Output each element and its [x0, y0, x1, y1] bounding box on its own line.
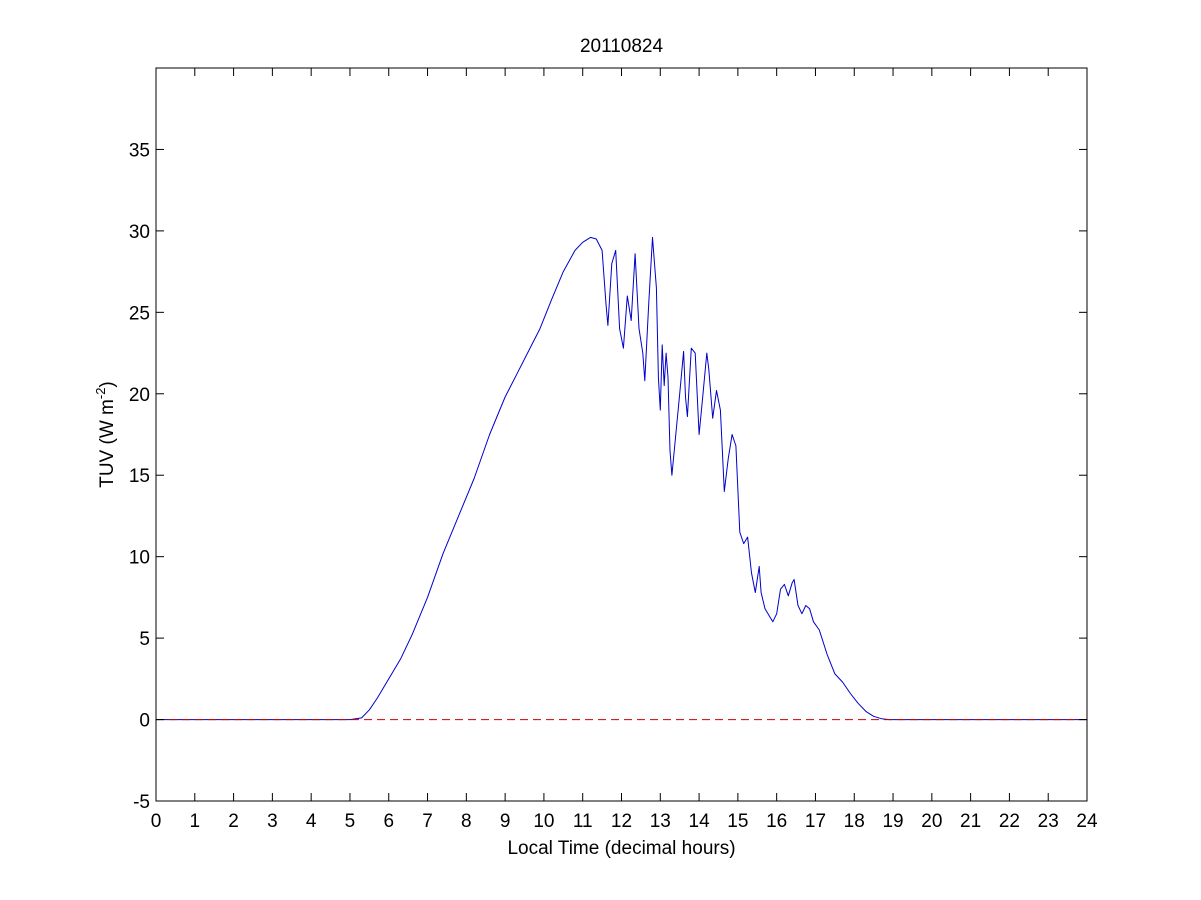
- x-tick-label: 24: [1076, 811, 1098, 832]
- tuv-series-line: [156, 236, 1087, 721]
- y-tick-label: 5: [139, 629, 150, 650]
- y-axis-label: TUV (W m-2): [93, 381, 118, 488]
- series-layer: [156, 236, 1087, 721]
- x-tick-label: 8: [461, 811, 472, 832]
- x-tick-label: 20: [921, 811, 942, 832]
- x-tick-label: 16: [766, 811, 787, 832]
- y-axis: -5 0 5 10 15 20 25 30 35: [129, 140, 1087, 813]
- x-tick-label: 4: [306, 811, 317, 832]
- y-axis-label-close: ): [97, 381, 118, 387]
- x-tick-label: 19: [882, 811, 903, 832]
- y-axis-label-superscript: -2: [93, 388, 108, 400]
- y-tick-label: 35: [129, 140, 150, 161]
- y-tick-label: 20: [129, 385, 150, 406]
- y-tick-label: 15: [129, 466, 150, 487]
- x-axis: 0 1 2 3 4 5 6 7 8 9 10 11 12 13 14 15 16 17 18 19 20 21 22 23 24: [151, 68, 1098, 832]
- y-tick-label: 25: [129, 303, 150, 324]
- x-tick-label: 23: [1038, 811, 1059, 832]
- x-tick-label: 3: [267, 811, 278, 832]
- x-tick-label: 15: [727, 811, 748, 832]
- x-tick-label: 5: [345, 811, 356, 832]
- y-tick-label: -5: [133, 792, 150, 813]
- x-tick-label: 21: [960, 811, 981, 832]
- x-tick-label: 7: [422, 811, 433, 832]
- x-tick-label: 12: [611, 811, 632, 832]
- x-axis-label: Local Time (decimal hours): [507, 838, 735, 859]
- x-tick-label: 11: [573, 811, 593, 832]
- plot-area: [156, 68, 1087, 801]
- x-tick-label: 17: [805, 811, 826, 832]
- y-tick-label: 30: [129, 222, 150, 243]
- x-tick-label: 6: [383, 811, 394, 832]
- y-tick-label: 0: [139, 711, 150, 732]
- x-tick-label: 18: [844, 811, 865, 832]
- x-tick-label: 14: [689, 811, 711, 832]
- x-tick-label: 22: [999, 811, 1020, 832]
- x-tick-label: 9: [500, 811, 511, 832]
- x-tick-label: 0: [151, 811, 162, 832]
- y-tick-label: 10: [129, 548, 150, 569]
- x-tick-label: 2: [228, 811, 239, 832]
- chart-title: 20110824: [580, 36, 664, 57]
- x-tick-label: 1: [190, 811, 201, 832]
- x-tick-label: 10: [533, 811, 554, 832]
- x-tick-label: 13: [650, 811, 671, 832]
- y-axis-label-main: TUV (W m: [97, 399, 118, 488]
